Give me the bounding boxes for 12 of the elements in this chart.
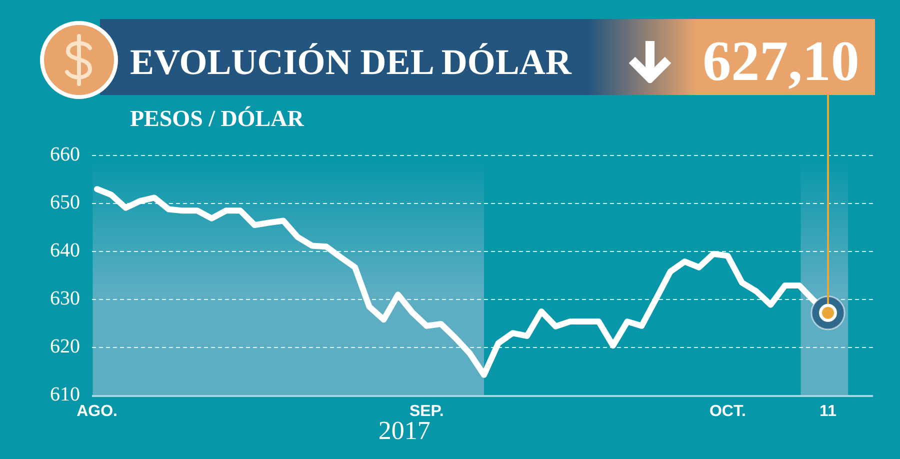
y-tick-label: 610 (50, 383, 80, 406)
chart-title: EVOLUCIÓN DEL DÓLAR (130, 41, 572, 82)
x-tick-label: AGO. (76, 403, 118, 420)
y-tick-label: 660 (50, 143, 80, 166)
x-tick-label: 11 (820, 403, 837, 420)
y-tick-label: 650 (50, 191, 80, 214)
x-tick-label: OCT. (709, 403, 746, 420)
y-tick-label: 640 (50, 239, 80, 262)
y-tick-label: 620 (50, 335, 80, 358)
y-tick-label: 630 (50, 287, 80, 310)
y-axis-title: PESOS / DÓLAR (130, 106, 304, 131)
annotation: 627,10 (702, 29, 860, 93)
